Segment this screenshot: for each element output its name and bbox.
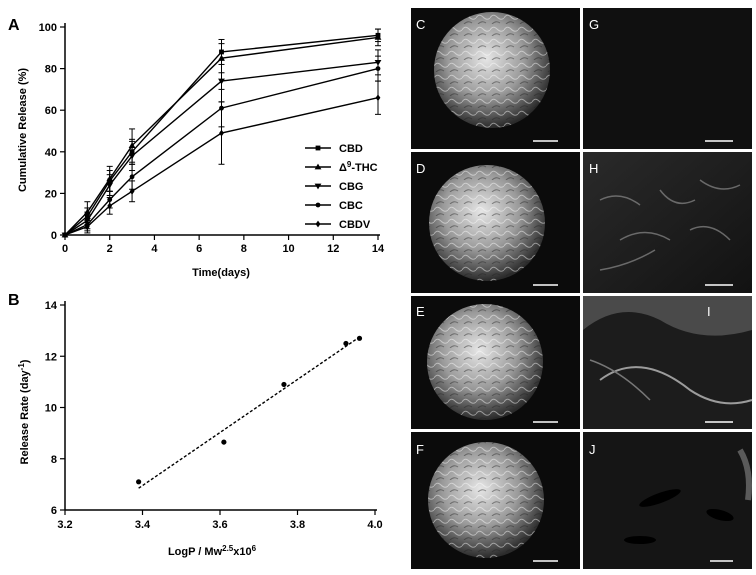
sem-panel-f: F (411, 432, 580, 569)
panel-label-g: G (589, 17, 599, 32)
sem-panel-j: J (583, 432, 752, 569)
data-point (218, 54, 225, 61)
release-legend: CBD Δ9-THC CBG CBC CBDV (305, 143, 378, 231)
data-point (136, 479, 142, 485)
panel-label-b: B (8, 292, 20, 309)
x-tick-label: 8 (241, 243, 247, 255)
rate-y-axis-title: Release Rate (day-1) (17, 359, 31, 464)
legend-label: Δ9-THC (339, 160, 378, 174)
data-point (219, 129, 224, 137)
data-point (129, 174, 135, 180)
release-axes: 0 20 40 60 80 100 0 2 4 6 8 10 12 14 (39, 22, 385, 255)
legend-label: CBDV (339, 219, 371, 231)
data-point (218, 78, 225, 85)
x-tick-label: 2 (107, 243, 113, 255)
x-tick-label: 10 (282, 243, 294, 255)
rate-x-axis-title: LogP / Mw2.5x106 (168, 544, 257, 558)
x-tick-label: 4 (151, 243, 158, 255)
series-line (64, 61, 379, 236)
series-line (64, 67, 379, 236)
sem-panel-g: G (583, 8, 752, 149)
legend-label: CBC (339, 200, 363, 212)
data-point (375, 94, 381, 102)
x-tick-label: 3.2 (57, 519, 72, 531)
sem-panel-d: D (411, 152, 580, 293)
x-tick-label: 3.6 (212, 519, 227, 531)
data-point (343, 340, 349, 347)
x-tick-label: 14 (372, 243, 385, 255)
series-line (64, 97, 379, 236)
panel-label-e: E (416, 304, 425, 319)
data-point (84, 223, 90, 231)
sem-panel-e: E (411, 296, 580, 429)
panel-label-f: F (416, 442, 424, 457)
x-tick-label: 3.4 (135, 519, 151, 531)
data-point (62, 231, 68, 239)
panel-label-i: I (707, 304, 711, 319)
y-tick-label: 80 (45, 64, 57, 76)
data-point (356, 335, 363, 341)
release-y-axis-title: Cumulative Release (%) (17, 68, 29, 192)
sem-panel-i: I (583, 296, 753, 429)
release-chart-panel: A 0 20 40 60 80 100 0 2 4 6 8 10 12 14 Cumulative Rel… (8, 17, 385, 279)
panel-label-c: C (416, 17, 425, 32)
panel-label-d: D (416, 161, 425, 176)
y-tick-label: 8 (51, 454, 57, 466)
data-point (128, 153, 136, 160)
x-tick-label: 4.0 (367, 519, 382, 531)
data-point (106, 182, 114, 189)
y-tick-label: 0 (51, 230, 57, 242)
x-tick-label: 3.8 (290, 519, 305, 531)
panel-label-h: H (589, 161, 598, 176)
legend-marker (315, 202, 321, 208)
series-cbdv (62, 80, 381, 239)
data-point (374, 34, 382, 40)
data-point (107, 202, 113, 210)
legend-marker (314, 163, 322, 170)
rate-points-group (136, 335, 363, 489)
series-line (64, 34, 379, 236)
y-tick-label: 100 (39, 22, 57, 34)
y-tick-label: 20 (45, 188, 57, 200)
data-point (375, 66, 381, 71)
release-x-axis-title: Time(days) (192, 267, 250, 279)
data-point (281, 381, 287, 388)
sem-panel-c: C (411, 8, 580, 149)
y-tick-label: 40 (45, 147, 57, 159)
fit-line (138, 336, 360, 489)
y-tick-label: 6 (51, 505, 57, 517)
legend-label: CBG (339, 181, 363, 193)
legend-marker (314, 183, 322, 190)
data-point (221, 439, 227, 445)
data-point (129, 187, 135, 195)
sem-images: C D E F G (411, 8, 753, 569)
rate-chart-panel: B 6 8 10 12 14 3.2 3.4 3.6 3.8 4.0 Release Rate (… (8, 292, 383, 558)
release-series-group (61, 28, 382, 239)
x-tick-label: 6 (196, 243, 202, 255)
x-tick-label: 12 (327, 243, 339, 255)
rate-axes: 6 8 10 12 14 3.2 3.4 3.6 3.8 4.0 (45, 300, 383, 531)
y-tick-label: 12 (45, 351, 57, 363)
y-tick-label: 60 (45, 105, 57, 117)
sem-panel-h: H (583, 152, 752, 293)
panel-label-j: J (589, 442, 596, 457)
y-tick-label: 14 (45, 300, 58, 312)
panel-label-a: A (8, 17, 20, 34)
legend-label: CBD (339, 143, 363, 155)
legend-marker (315, 145, 321, 151)
y-tick-label: 10 (45, 403, 57, 415)
legend-marker (315, 220, 321, 228)
series-line (64, 36, 379, 236)
x-tick-label: 0 (62, 243, 68, 255)
